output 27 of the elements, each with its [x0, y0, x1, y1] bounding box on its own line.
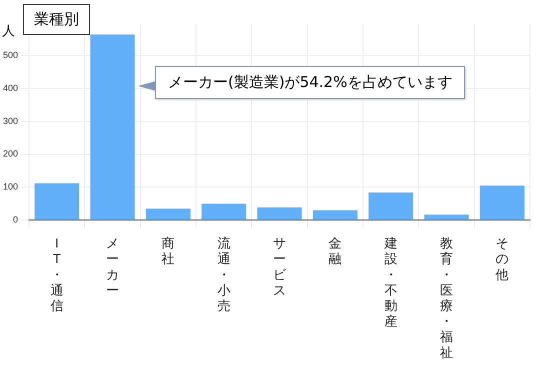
x-tick-label: サービス	[273, 236, 288, 298]
y-tick-label: 300	[2, 116, 18, 126]
y-tick-label: 200	[2, 148, 18, 159]
x-tick-label: 商社	[162, 236, 175, 266]
bar	[202, 204, 246, 220]
bar	[34, 183, 80, 220]
chart-title: 業種別	[23, 4, 90, 35]
x-tick-label: I T・通信	[50, 236, 64, 313]
x-tick-label: 金融	[328, 236, 342, 266]
bar	[146, 208, 190, 220]
x-tick-label: 建設・不動産	[383, 236, 398, 329]
y-axis-title: 人	[2, 23, 15, 40]
y-tick-label: 0	[13, 214, 18, 225]
annotation: メーカー(製造業)が54.2%を占めています	[155, 66, 466, 99]
bar	[257, 207, 302, 220]
x-tick-label: メーカー	[106, 236, 120, 298]
bar	[368, 192, 414, 220]
x-tick-label: 教育・医療・福祉	[440, 236, 454, 360]
y-tick-label: 100	[2, 182, 18, 192]
bar	[90, 34, 135, 220]
x-tick-label: その他	[496, 236, 509, 282]
bar	[312, 210, 358, 220]
y-tick-label: 500	[2, 50, 18, 60]
bar	[480, 186, 524, 220]
y-tick-label: 400	[2, 82, 18, 93]
bar	[424, 214, 469, 220]
x-tick-label: 流通・小売	[217, 236, 230, 313]
